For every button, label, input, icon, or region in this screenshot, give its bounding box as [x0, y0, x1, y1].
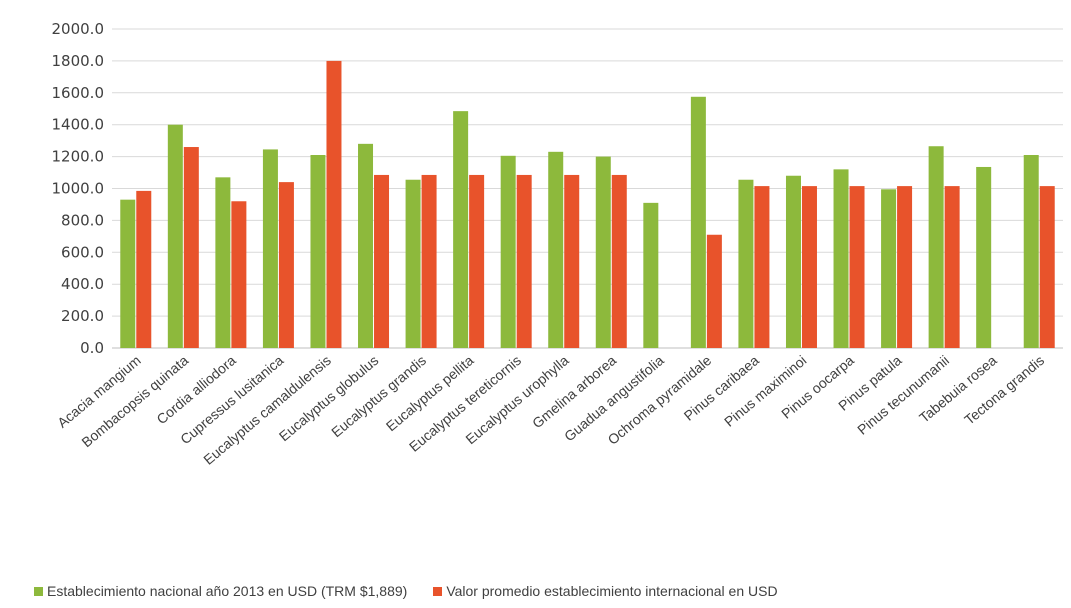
bar-international	[611, 174, 627, 348]
bar-national	[928, 146, 944, 348]
bar-national	[453, 111, 469, 348]
bar-international	[374, 174, 390, 348]
x-tick-label: Pinus maximinoi	[721, 352, 809, 430]
x-tick-label: Gmelina arborea	[529, 352, 619, 431]
bar-international	[706, 234, 722, 348]
bar-national	[262, 149, 278, 348]
legend-swatch-national	[34, 586, 43, 596]
y-tick-label: 1600.0	[52, 84, 105, 102]
bar-international	[469, 174, 485, 348]
bar-national	[405, 179, 421, 348]
bar-national	[120, 199, 136, 348]
y-tick-label: 1800.0	[52, 52, 105, 70]
y-tick-label: 600.0	[61, 243, 104, 261]
legend: Establecimiento nacional año 2013 en USD…	[34, 583, 778, 599]
bar-international	[326, 60, 342, 349]
y-tick-label: 0.0	[80, 339, 104, 357]
bar-national	[358, 143, 374, 348]
y-tick-label: 1000.0	[52, 180, 105, 198]
y-tick-label: 2000.0	[52, 20, 105, 38]
legend-item-international: Valor promedio establecimiento internaci…	[433, 583, 778, 599]
bars	[120, 60, 1055, 349]
x-tick-label: Acacia mangium	[54, 352, 144, 431]
bar-chart: 0.0 200.0 400.0 600.0 800.0 1000.0 1200.0 1400.…	[52, 20, 1063, 468]
bar-national	[1023, 155, 1039, 348]
bar-national	[595, 156, 611, 348]
bar-national	[310, 155, 326, 348]
bar-international	[1039, 186, 1055, 348]
bar-international	[564, 174, 580, 348]
y-axis-tick-labels: 0.0 200.0 400.0 600.0 800.0 1000.0 1200.0 1400.…	[52, 20, 105, 357]
legend-label-national: Establecimiento nacional año 2013 en USD…	[47, 583, 408, 599]
bar-national	[976, 166, 992, 348]
bar-national	[738, 179, 754, 348]
bar-international	[849, 186, 865, 348]
gridlines	[112, 28, 1063, 349]
y-tick-label: 200.0	[61, 307, 104, 325]
legend-label-international: Valor promedio establecimiento internaci…	[446, 583, 778, 599]
bar-national	[167, 124, 183, 348]
bar-national	[548, 151, 564, 348]
bar-international	[278, 182, 294, 348]
bar-international	[944, 186, 960, 348]
y-tick-label: 400.0	[61, 275, 104, 293]
bar-international	[754, 186, 770, 348]
bar-national	[690, 96, 706, 348]
bar-international	[897, 186, 913, 348]
bar-international	[231, 201, 247, 348]
y-tick-label: 1200.0	[52, 148, 105, 166]
x-tick-label: Tectona grandis	[961, 352, 1047, 428]
bar-national	[643, 202, 659, 348]
bar-national	[881, 189, 897, 348]
bar-international	[801, 186, 817, 348]
legend-item-national: Establecimiento nacional año 2013 en USD…	[34, 583, 407, 599]
bar-international	[183, 147, 199, 348]
y-tick-label: 800.0	[61, 211, 104, 229]
bar-national	[215, 177, 231, 348]
y-tick-label: 1400.0	[52, 116, 105, 134]
bar-national	[500, 155, 516, 348]
legend-swatch-international	[433, 586, 443, 596]
bar-international	[516, 174, 532, 348]
bar-national	[785, 175, 801, 348]
bar-national	[833, 169, 849, 348]
bar-international	[136, 190, 152, 348]
bar-international	[421, 174, 437, 348]
